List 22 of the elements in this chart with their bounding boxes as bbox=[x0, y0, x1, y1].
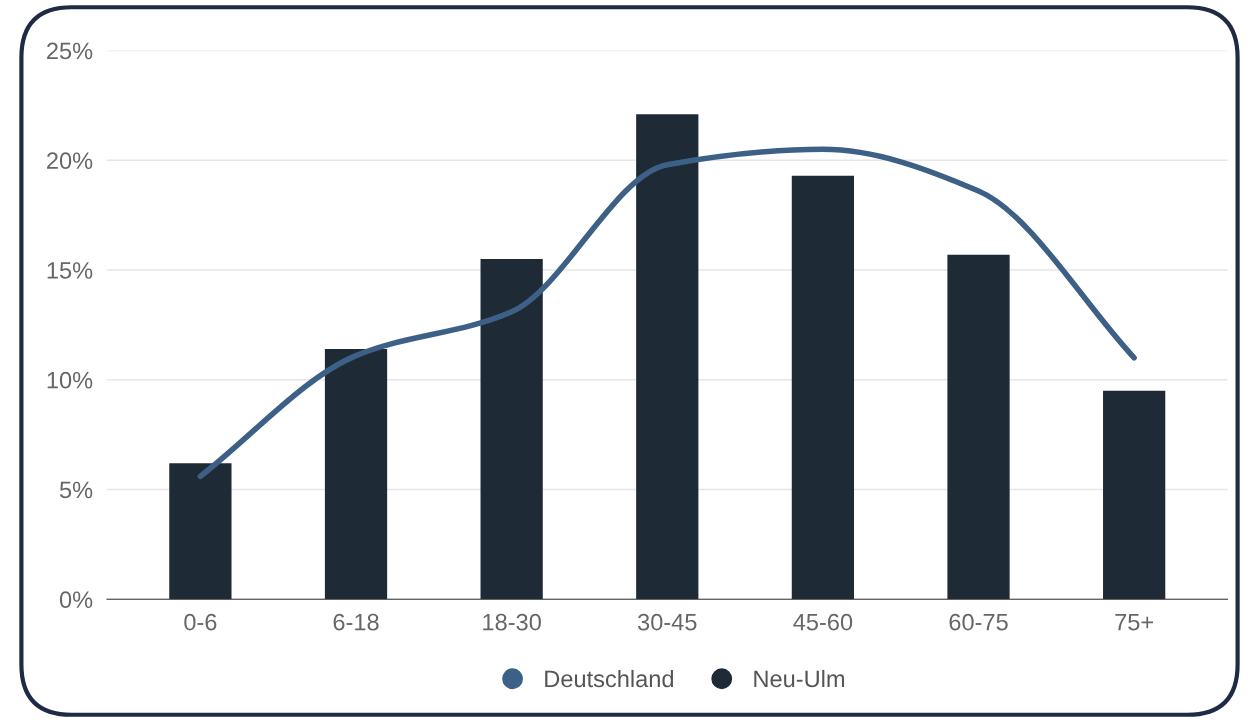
legend-label: Deutschland bbox=[545, 669, 674, 688]
y-tick-label: 10% bbox=[47, 371, 93, 389]
y-tick-label: 0% bbox=[59, 591, 93, 609]
x-tick-label: 60-75 bbox=[949, 613, 1008, 631]
x-tick-label: 75+ bbox=[1115, 614, 1154, 631]
bar bbox=[947, 254, 1010, 600]
bar bbox=[1103, 390, 1166, 600]
x-tick-label: 45-60 bbox=[793, 613, 853, 631]
y-tick-label: 15% bbox=[47, 262, 93, 279]
x-tick-label: 30-45 bbox=[637, 613, 697, 631]
bar bbox=[480, 259, 543, 600]
bar bbox=[636, 114, 699, 600]
y-tick-label: 25% bbox=[47, 42, 93, 60]
x-tick-label: 18-30 bbox=[483, 613, 541, 631]
y-tick-label: 5% bbox=[59, 481, 93, 499]
bar bbox=[324, 349, 388, 600]
y-tick-label: 20% bbox=[47, 152, 93, 170]
bar bbox=[791, 175, 855, 600]
x-tick-label: 0-6 bbox=[184, 613, 217, 631]
bar bbox=[169, 463, 232, 600]
legend-label: Neu-Ulm bbox=[754, 669, 845, 688]
x-tick-label: 6-18 bbox=[333, 613, 379, 631]
